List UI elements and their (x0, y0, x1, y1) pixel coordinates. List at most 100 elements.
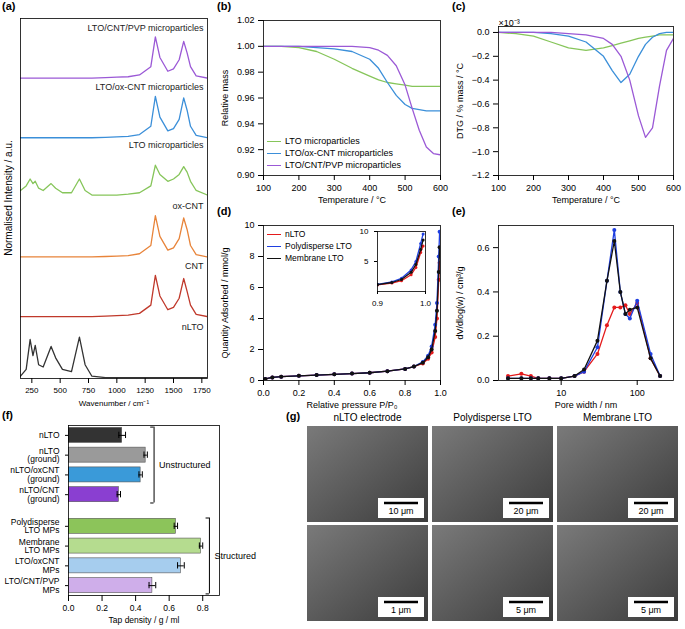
svg-text:0: 0 (249, 375, 254, 385)
svg-text:0.6: 0.6 (363, 388, 376, 398)
svg-text:100: 100 (256, 183, 271, 193)
svg-text:nLTO electrode: nLTO electrode (333, 412, 401, 423)
svg-text:−1.2: −1.2 (472, 170, 490, 180)
svg-text:600: 600 (666, 183, 681, 193)
svg-text:−0.6: −0.6 (472, 99, 490, 109)
svg-text:−1.0: −1.0 (472, 147, 490, 157)
html-text:(d): (d) (217, 205, 231, 217)
svg-text:ox-CNT: ox-CNT (173, 201, 205, 211)
svg-text:Polydisperse LTO: Polydisperse LTO (453, 412, 532, 423)
svg-text:DTG / % mass / °C: DTG / % mass / °C (455, 62, 465, 139)
svg-text:500: 500 (398, 183, 413, 193)
svg-text:1 μm: 1 μm (391, 605, 411, 615)
svg-text:8: 8 (249, 251, 254, 261)
html-text:(a): (a) (2, 0, 16, 12)
svg-text:0.0: 0.0 (477, 375, 490, 385)
svg-text:500: 500 (631, 183, 646, 193)
svg-text:Unstructured: Unstructured (159, 460, 211, 470)
svg-text:0.0: 0.0 (63, 603, 75, 613)
svg-text:300: 300 (327, 183, 342, 193)
svg-text:0.90: 0.90 (237, 170, 255, 180)
svg-text:Temperature / °C: Temperature / °C (552, 195, 621, 205)
svg-text:0.96: 0.96 (237, 93, 255, 103)
svg-text:0.8: 0.8 (197, 603, 209, 613)
svg-text:Relative pressure P/P₀: Relative pressure P/P₀ (307, 400, 398, 410)
svg-text:1.0: 1.0 (434, 388, 447, 398)
svg-text:Membrane LTO: Membrane LTO (583, 412, 652, 423)
svg-text:LTO/CNT/PVP microparticles: LTO/CNT/PVP microparticles (87, 23, 204, 33)
svg-text:LTO/CNT/PVPMPs: LTO/CNT/PVPMPs (5, 576, 60, 595)
svg-text:1250: 1250 (136, 386, 154, 395)
svg-text:5: 5 (364, 257, 369, 266)
svg-text:LTO microparticles: LTO microparticles (129, 139, 204, 149)
svg-text:200: 200 (526, 183, 541, 193)
svg-text:nLTO: nLTO (39, 430, 60, 440)
svg-text:0.9: 0.9 (372, 299, 384, 308)
svg-text:LTO/oxCNTMPs: LTO/oxCNTMPs (15, 556, 60, 575)
svg-text:0.4: 0.4 (130, 603, 142, 613)
svg-text:nLTO/CNT(ground): nLTO/CNT(ground) (19, 485, 59, 504)
svg-text:5 μm: 5 μm (641, 605, 661, 615)
svg-text:20 μm: 20 μm (638, 506, 663, 516)
svg-text:10: 10 (360, 227, 369, 236)
svg-text:Temperature / °C: Temperature / °C (318, 195, 387, 205)
svg-text:200: 200 (291, 183, 306, 193)
svg-text:1.00: 1.00 (237, 41, 255, 51)
svg-text:500: 500 (53, 386, 67, 395)
svg-text:1750: 1750 (193, 386, 211, 395)
svg-text:Relative mass: Relative mass (220, 69, 230, 126)
svg-text:0.98: 0.98 (237, 67, 255, 77)
svg-text:1.02: 1.02 (237, 15, 255, 25)
svg-text:20 μm: 20 μm (513, 506, 538, 516)
svg-text:nLTO: nLTO (182, 322, 204, 332)
svg-text:10 μm: 10 μm (388, 506, 413, 516)
svg-text:10: 10 (556, 388, 566, 398)
svg-text:−0.8: −0.8 (472, 123, 490, 133)
svg-text:100: 100 (491, 183, 506, 193)
svg-text:2: 2 (249, 344, 254, 354)
svg-text:5 μm: 5 μm (516, 605, 536, 615)
svg-text:1500: 1500 (165, 386, 183, 395)
svg-text:1000: 1000 (108, 386, 126, 395)
svg-text:×10⁻³: ×10⁻³ (499, 18, 520, 28)
svg-text:0.2: 0.2 (96, 603, 108, 613)
svg-text:0.6: 0.6 (163, 603, 175, 613)
svg-text:Tap density / g / ml: Tap density / g / ml (109, 615, 180, 625)
svg-text:6: 6 (249, 282, 254, 292)
svg-text:0.0: 0.0 (477, 27, 490, 37)
svg-text:400: 400 (362, 183, 377, 193)
svg-text:1.0: 1.0 (420, 299, 432, 308)
svg-text:0.4: 0.4 (328, 388, 341, 398)
svg-text:LTO/ox-CNT microparticles: LTO/ox-CNT microparticles (95, 82, 204, 92)
svg-text:750: 750 (82, 386, 96, 395)
svg-text:100: 100 (630, 388, 645, 398)
svg-text:nLTO(ground): nLTO(ground) (27, 446, 60, 465)
svg-text:−0.2: −0.2 (472, 51, 490, 61)
svg-text:0.92: 0.92 (237, 145, 255, 155)
svg-text:nLTO/oxCNT(ground): nLTO/oxCNT(ground) (10, 465, 59, 484)
svg-text:4: 4 (249, 313, 254, 323)
svg-text:0.2: 0.2 (477, 331, 490, 341)
svg-text:0.0: 0.0 (257, 388, 270, 398)
svg-text:Pore width / nm: Pore width / nm (555, 400, 618, 410)
svg-text:Wavenumber / cm⁻¹: Wavenumber / cm⁻¹ (79, 399, 150, 408)
html-text:(c): (c) (452, 0, 466, 12)
svg-text:Structured: Structured (214, 551, 256, 561)
svg-text:MembraneLTO MPs: MembraneLTO MPs (19, 537, 60, 556)
svg-text:300: 300 (561, 183, 576, 193)
svg-text:0.94: 0.94 (237, 119, 255, 129)
svg-text:600: 600 (433, 183, 448, 193)
svg-text:0.6: 0.6 (477, 243, 490, 253)
svg-text:CNT: CNT (185, 261, 204, 271)
svg-text:10: 10 (244, 220, 254, 230)
html-text:(b): (b) (217, 0, 231, 12)
svg-text:0.2: 0.2 (293, 388, 306, 398)
svg-text:400: 400 (596, 183, 611, 193)
svg-text:dV/dlog(w) / cm³/g: dV/dlog(w) / cm³/g (455, 266, 465, 339)
svg-text:−0.4: −0.4 (472, 75, 490, 85)
svg-text:PolydisperseLTO MPs: PolydisperseLTO MPs (11, 517, 60, 536)
svg-text:250: 250 (25, 386, 39, 395)
svg-text:0.8: 0.8 (399, 388, 412, 398)
svg-text:Quantity Adsorbed / mmol/g: Quantity Adsorbed / mmol/g (220, 247, 230, 358)
svg-text:0.4: 0.4 (477, 287, 490, 297)
